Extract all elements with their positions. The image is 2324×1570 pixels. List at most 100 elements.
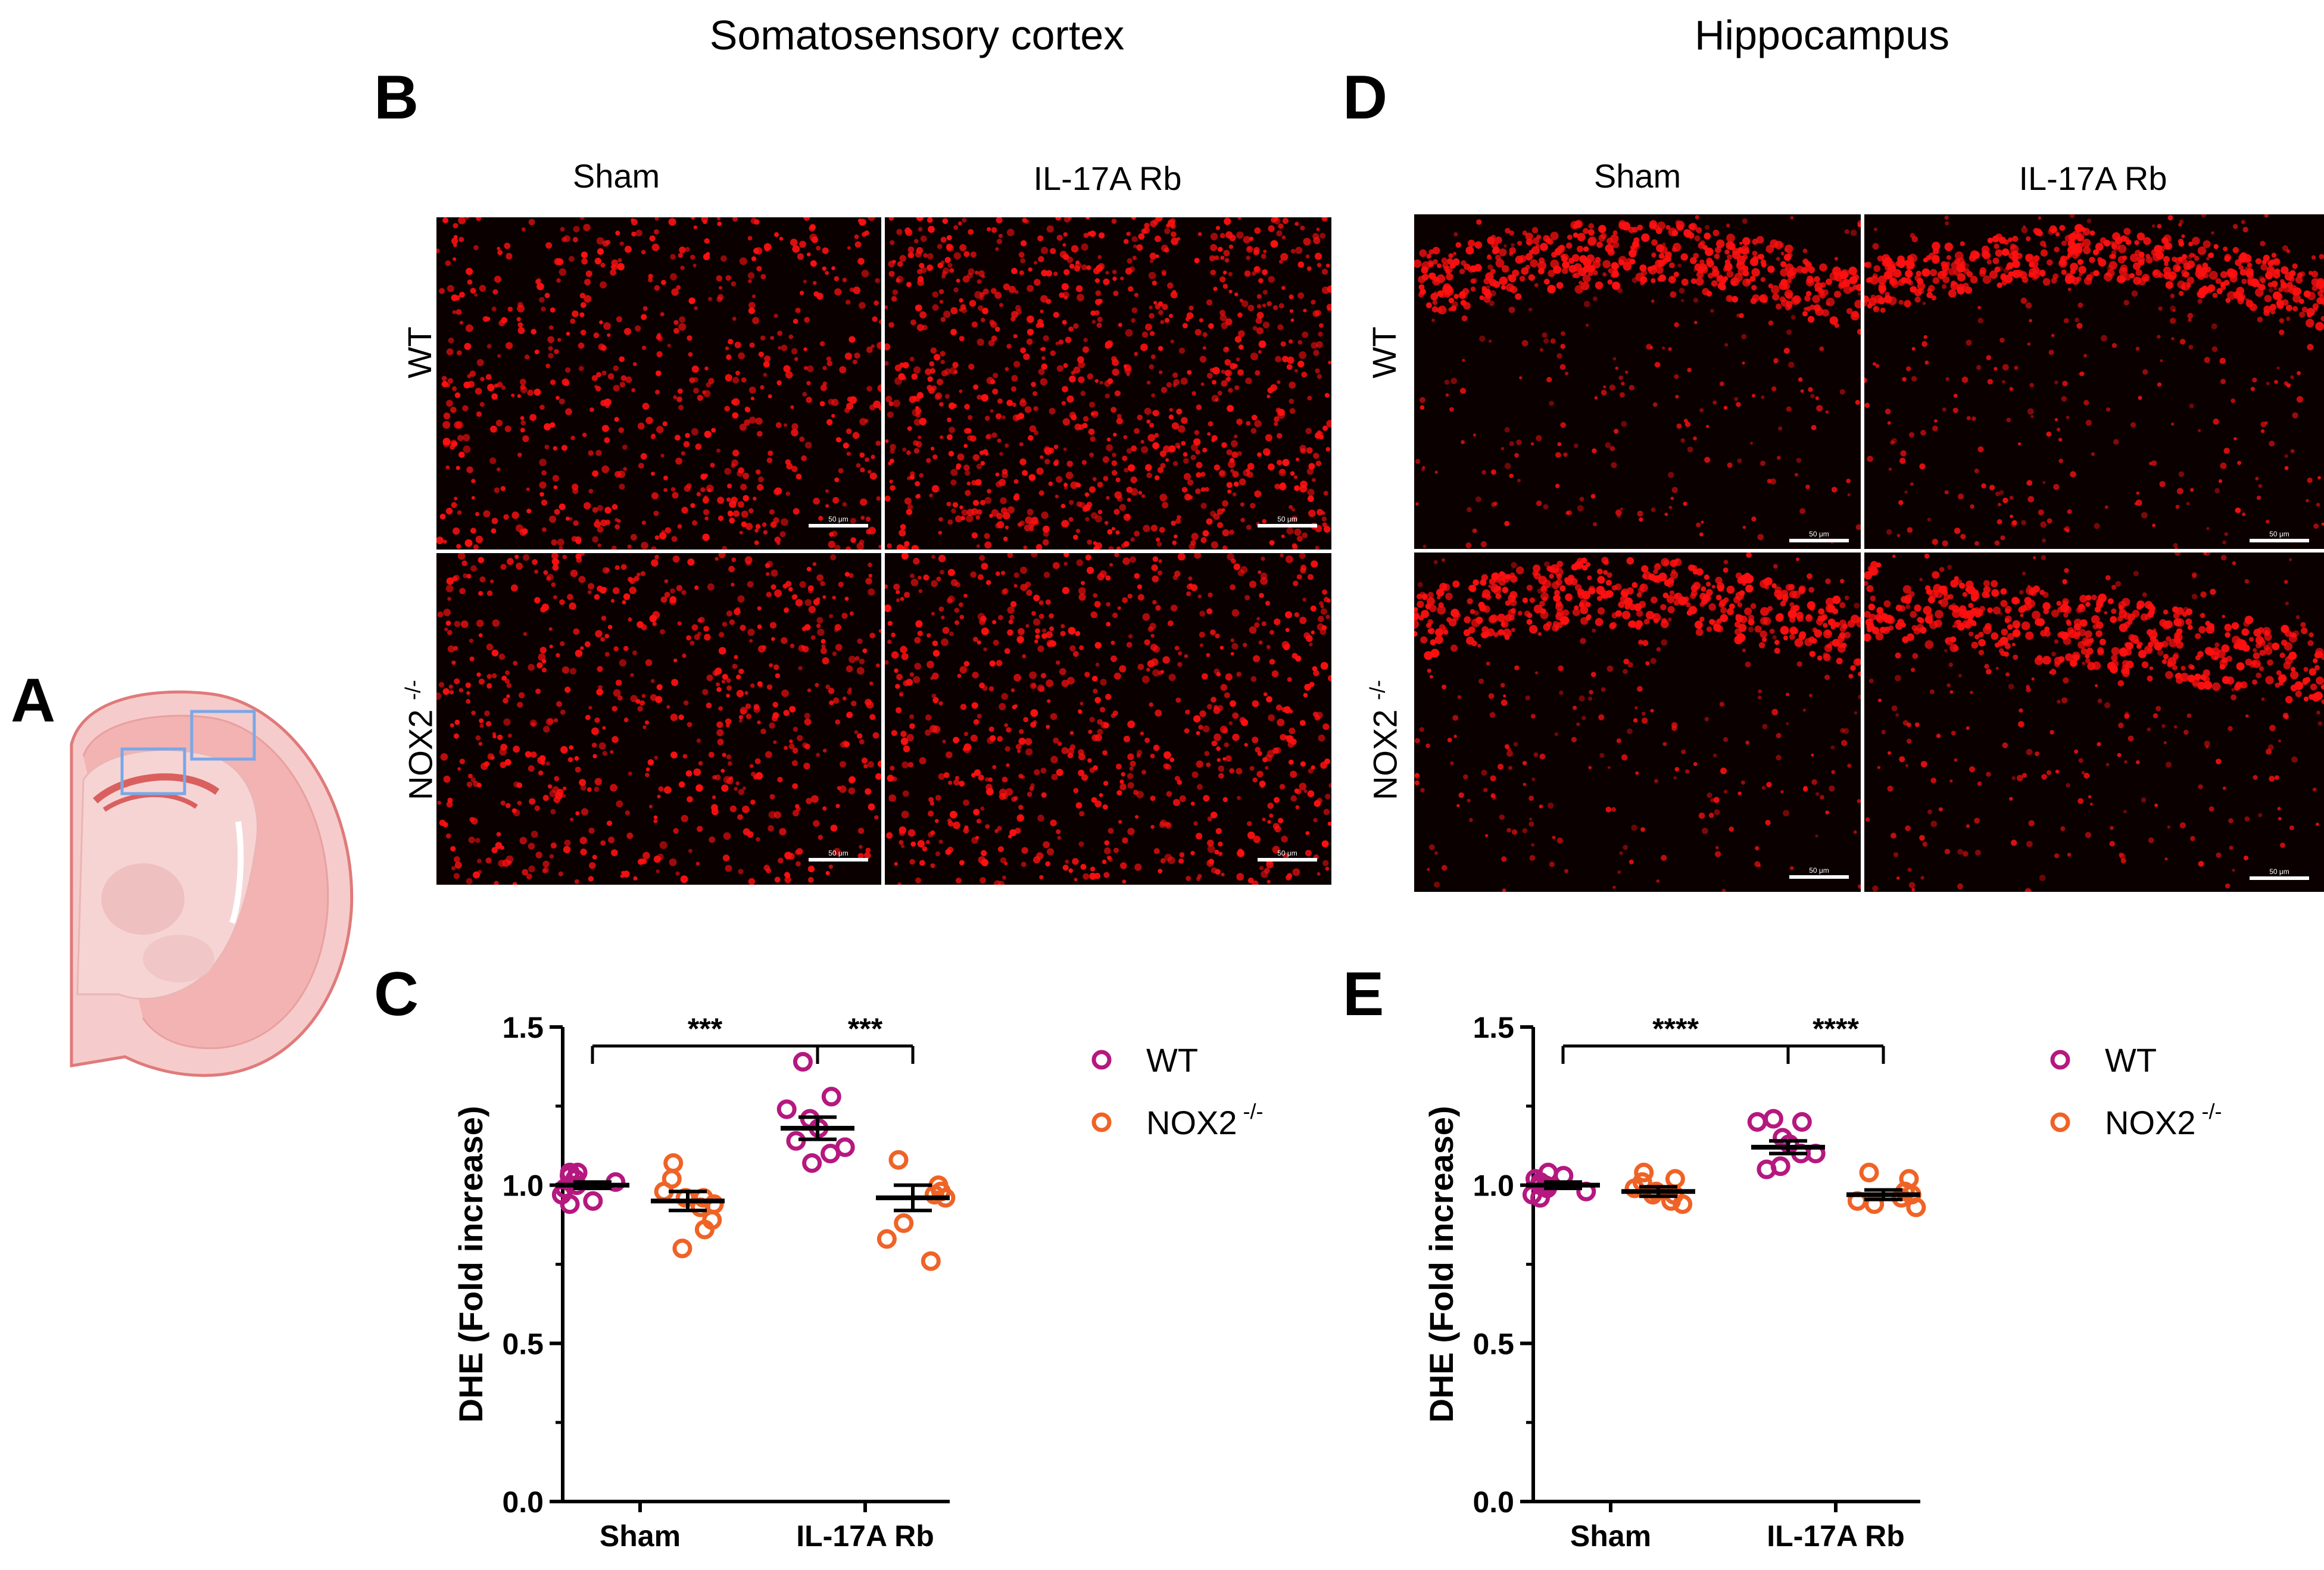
micrograph-hippo-nox2-sham	[1414, 553, 1861, 892]
data-point	[704, 1194, 724, 1214]
scale-bar	[1789, 539, 1849, 542]
data-point	[583, 1191, 603, 1211]
significance-bracket	[591, 1044, 819, 1064]
significance-label: ***	[688, 1012, 723, 1045]
y-tick-label: 1.5	[1473, 1011, 1514, 1044]
scale-bar-label: 50 μm	[828, 849, 849, 857]
col-label-cortex-sham: Sham	[572, 157, 660, 195]
data-point	[876, 1229, 897, 1249]
hippocampus-title: Hippocampus	[1695, 12, 1949, 58]
panel-letter-b: B	[374, 63, 419, 132]
scale-bar-label: 50 μm	[1277, 515, 1297, 523]
data-point	[663, 1153, 684, 1173]
legend-marker	[1091, 1050, 1112, 1070]
significance-bracket	[1786, 1044, 1885, 1064]
scale-bar	[1258, 524, 1317, 528]
data-point	[1906, 1197, 1926, 1218]
legend-superscript: -/-	[2202, 1099, 2222, 1123]
y-tick-label: 1.0	[502, 1169, 544, 1203]
data-point	[1665, 1169, 1685, 1189]
chart-panel-c: 0.0 0.5 1.0 1.5 DHE (Fold increase) Sham IL-17…	[452, 1011, 1263, 1553]
col-label-cortex-il17: IL-17A Rb	[1033, 160, 1182, 197]
significance-label: ****	[1652, 1012, 1699, 1045]
legend-marker	[1091, 1112, 1112, 1132]
legend-label: WT	[2105, 1041, 2157, 1079]
y-tick-label: 0.5	[502, 1327, 544, 1360]
legend-label: NOX2 -/-	[2105, 1099, 2222, 1141]
data-point	[1792, 1112, 1812, 1132]
data-point	[894, 1213, 914, 1233]
scale-bar	[2250, 539, 2309, 542]
scale-bar	[809, 858, 868, 862]
y-tick-label: 1.5	[502, 1011, 544, 1044]
data-point	[821, 1087, 841, 1107]
hippocampus-shape	[92, 773, 220, 804]
panel-letter-a: A	[11, 666, 56, 735]
data-point	[672, 1238, 692, 1259]
data-point	[924, 1185, 944, 1205]
y-tick-label: 0.0	[1473, 1485, 1514, 1519]
y-tick-label: 0.0	[502, 1485, 544, 1519]
legend-marker	[2050, 1050, 2070, 1070]
y-tick-label: 0.5	[1473, 1327, 1514, 1360]
data-point	[560, 1162, 580, 1182]
panel-letter-d: D	[1343, 63, 1388, 132]
x-tick-label: IL-17A Rb	[1767, 1519, 1905, 1553]
micrograph-cortex-wt-il17	[885, 217, 1331, 550]
scale-bar-label: 50 μm	[1277, 849, 1297, 857]
data-point	[776, 1099, 797, 1119]
y-tick-label: 1.0	[1473, 1169, 1514, 1203]
data-point	[1747, 1112, 1767, 1132]
scale-bar	[809, 524, 868, 528]
micrograph-hippo-wt-il17	[1864, 214, 2324, 549]
data-point	[888, 1150, 909, 1170]
brain-schematic	[70, 690, 354, 1077]
data-point	[802, 1153, 822, 1173]
x-tick-label: IL-17A Rb	[796, 1519, 934, 1553]
scale-bar-label: 50 μm	[1809, 530, 1829, 538]
legend-marker	[2050, 1112, 2070, 1132]
data-point	[560, 1194, 580, 1214]
scale-bar-label: 50 μm	[2269, 530, 2289, 538]
significance-label: ****	[1813, 1012, 1859, 1045]
significance-label: ***	[848, 1012, 883, 1045]
data-point	[835, 1137, 855, 1157]
data-point	[1634, 1162, 1654, 1182]
micrograph-hippo-nox2-il17	[1864, 553, 2324, 892]
scale-bar	[2250, 876, 2309, 880]
ventricle-shape	[229, 821, 244, 924]
data-point	[793, 1051, 813, 1072]
data-point	[921, 1251, 941, 1271]
hypothalamus-shape	[143, 935, 214, 982]
x-tick-label: Sham	[600, 1519, 681, 1553]
scale-bar-label: 50 μm	[2269, 867, 2289, 876]
x-tick-label: Sham	[1570, 1519, 1651, 1553]
scale-bar-label: 50 μm	[828, 515, 849, 523]
col-label-hippo-il17: IL-17A Rb	[2019, 160, 2167, 197]
scale-bar-label: 50 μm	[1809, 866, 1829, 875]
chart-panel-e: 0.0 0.5 1.0 1.5 DHE (Fold increase) Sham IL-17…	[1423, 1011, 2222, 1553]
y-axis-label: DHE (Fold increase)	[452, 1106, 489, 1422]
scale-bar	[1258, 858, 1317, 862]
significance-bracket	[816, 1044, 915, 1064]
cortex-title: Somatosensory cortex	[709, 12, 1125, 58]
legend-label: WT	[1146, 1041, 1198, 1079]
micrograph-cortex-wt-sham	[436, 217, 881, 550]
data-point	[694, 1219, 715, 1240]
legend-label: NOX2 -/-	[1146, 1099, 1263, 1141]
data-point	[1757, 1159, 1777, 1179]
thalamus-shape	[101, 863, 185, 935]
roi-box-hippocampus	[120, 747, 186, 795]
roi-box-cortex	[190, 710, 256, 761]
row-label-cortex-nox2: NOX2 -/-	[400, 679, 439, 801]
data-point	[1673, 1194, 1693, 1214]
panel-letter-e: E	[1343, 960, 1384, 1029]
micrograph-cortex-nox2-il17	[885, 553, 1331, 885]
panel-letter-c: C	[374, 960, 419, 1029]
data-point	[1859, 1162, 1879, 1182]
scale-bar	[1789, 875, 1849, 879]
data-point	[1763, 1109, 1783, 1129]
micrograph-hippo-wt-sham	[1414, 214, 1861, 549]
col-label-hippo-sham: Sham	[1593, 157, 1682, 195]
row-label-cortex-wt: WT	[401, 326, 438, 379]
